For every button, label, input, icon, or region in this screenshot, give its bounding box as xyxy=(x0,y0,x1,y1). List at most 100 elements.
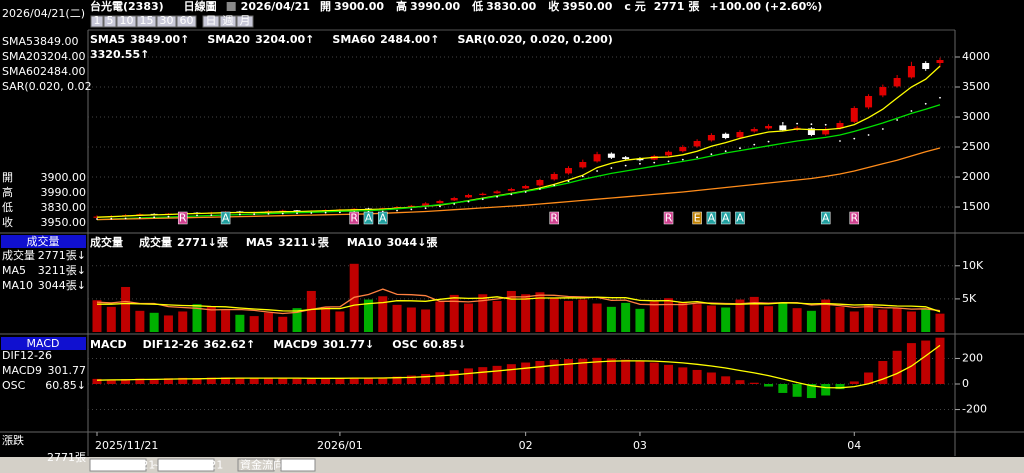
bottom-separator: ~ xyxy=(152,459,161,472)
candle-body xyxy=(636,158,644,161)
bottom-input[interactable] xyxy=(237,458,275,472)
signal-box[interactable] xyxy=(177,211,188,225)
bar xyxy=(335,311,345,332)
signal-box[interactable] xyxy=(349,211,359,225)
bar xyxy=(606,358,616,384)
pane-title-box[interactable] xyxy=(1,235,86,248)
sar-dot xyxy=(310,212,313,214)
bar xyxy=(235,314,245,332)
sidebar-item-value: 3211張↓ xyxy=(38,264,86,277)
bar xyxy=(606,306,616,332)
bar xyxy=(449,370,459,384)
signal-box[interactable] xyxy=(363,211,374,225)
bar xyxy=(549,359,559,384)
quote-label: 開 xyxy=(320,0,331,13)
bottom-input[interactable] xyxy=(89,458,147,472)
toolbar-button[interactable] xyxy=(236,15,254,28)
y-tick-label: 5K xyxy=(962,292,977,305)
checkbox[interactable] xyxy=(226,2,236,11)
signal-box[interactable] xyxy=(549,211,559,225)
sar-dot xyxy=(581,175,584,178)
y-tick-label: 3000 xyxy=(962,110,990,123)
sidebar-item-label: 成交量 xyxy=(2,248,35,262)
sidebar-item-label: MA5 xyxy=(2,264,26,277)
bottom-input[interactable] xyxy=(157,458,215,472)
bar xyxy=(221,377,231,384)
bar xyxy=(621,359,631,384)
bar xyxy=(906,343,916,384)
legend-text: MA10 xyxy=(347,236,382,249)
legend-text: SMA20 xyxy=(207,33,250,46)
bar xyxy=(278,316,288,332)
candle-body xyxy=(450,198,458,201)
sar-dot xyxy=(453,203,456,205)
sidebar-quote-label: 開 xyxy=(2,171,13,184)
signal-label: A xyxy=(708,212,716,225)
bar xyxy=(263,312,273,332)
sar-dot xyxy=(138,216,141,219)
legend-text: 2771↓張 xyxy=(177,236,229,249)
candle-body xyxy=(807,128,815,135)
pane-title-box[interactable] xyxy=(1,337,86,350)
signal-label: R xyxy=(179,212,187,225)
signal-box[interactable] xyxy=(706,211,717,225)
signal-box[interactable] xyxy=(220,211,231,225)
sar-dot xyxy=(281,212,284,215)
candle-body xyxy=(464,195,472,198)
signal-box[interactable] xyxy=(849,211,860,225)
bottom-input[interactable] xyxy=(280,458,316,472)
toolbar-button[interactable] xyxy=(90,15,104,28)
candle-body xyxy=(565,168,573,174)
signal-box[interactable] xyxy=(663,211,674,225)
bar xyxy=(506,364,516,384)
bar xyxy=(864,304,874,332)
signal-label: A xyxy=(379,212,387,225)
bar xyxy=(535,292,545,332)
line xyxy=(96,104,941,221)
signal-box[interactable] xyxy=(692,211,702,225)
legend-text: MA5 xyxy=(246,236,273,249)
bar xyxy=(635,361,645,384)
sar-dot xyxy=(324,211,327,214)
bar xyxy=(635,308,645,332)
toolbar-button[interactable] xyxy=(156,15,177,28)
toolbar-button[interactable] xyxy=(219,15,237,28)
sar-dot xyxy=(624,164,627,167)
toolbar-button[interactable] xyxy=(202,15,220,28)
signal-box[interactable] xyxy=(378,211,388,225)
toolbar-button[interactable] xyxy=(176,15,197,28)
bar xyxy=(692,304,702,332)
sar-dot xyxy=(267,213,270,215)
bar xyxy=(835,306,845,332)
quote-label: 高 xyxy=(396,0,407,13)
bar xyxy=(778,302,788,332)
bar xyxy=(649,301,659,332)
sar-dot xyxy=(467,200,470,203)
sar-dot xyxy=(639,162,641,165)
toolbar-button[interactable] xyxy=(103,15,117,28)
bar xyxy=(249,316,259,332)
toolbar-button[interactable] xyxy=(136,15,157,28)
sar-dot xyxy=(96,218,98,220)
sidebar-date: 2026/04/21(二) xyxy=(2,7,85,20)
bar xyxy=(764,306,774,332)
sar-dot xyxy=(810,123,813,126)
sar-dot xyxy=(396,209,398,212)
signal-box[interactable] xyxy=(820,211,831,225)
signal-box[interactable] xyxy=(735,211,745,225)
bar xyxy=(721,307,731,332)
signal-box[interactable] xyxy=(720,211,731,225)
legend-text: SMA60 xyxy=(332,33,375,46)
candle-body xyxy=(865,96,873,108)
toolbar-button[interactable] xyxy=(116,15,137,28)
sar-dot xyxy=(167,215,170,218)
quote-label: 低 xyxy=(471,0,483,13)
legend-text: 60.85↓ xyxy=(423,338,467,351)
sar-dot xyxy=(867,134,870,136)
y-tick-label: 0 xyxy=(962,377,969,390)
bar xyxy=(321,378,331,384)
bar xyxy=(163,378,173,384)
sar-dot xyxy=(439,205,441,208)
bar xyxy=(506,290,516,332)
sar-dot xyxy=(424,207,427,210)
